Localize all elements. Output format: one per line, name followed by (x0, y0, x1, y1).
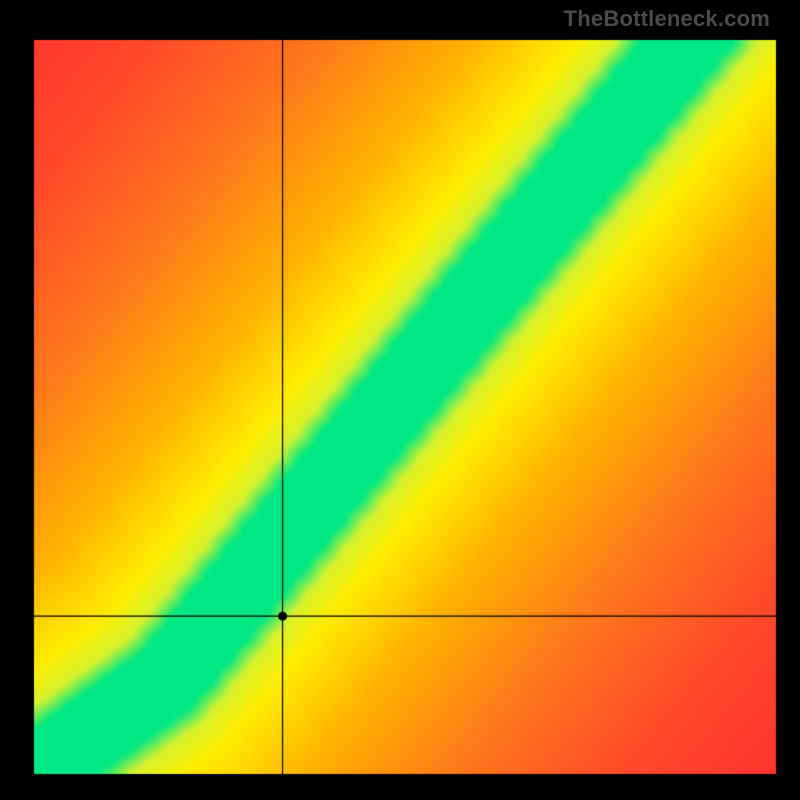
attribution-text: TheBottleneck.com (564, 6, 770, 32)
bottleneck-heatmap-canvas (0, 0, 800, 800)
